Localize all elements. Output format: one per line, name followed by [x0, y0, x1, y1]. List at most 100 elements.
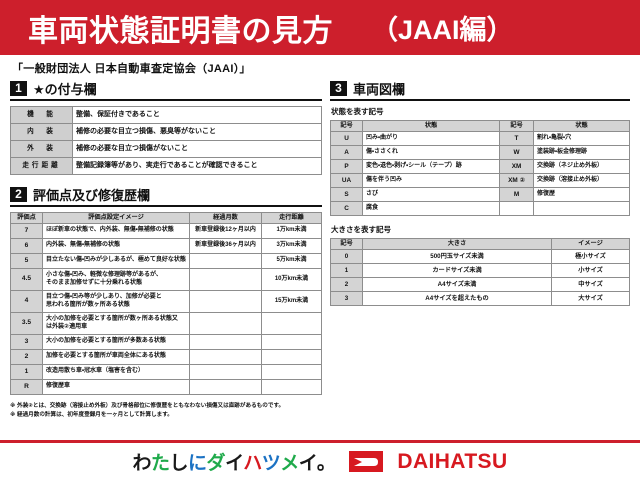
size-col-header: 大きさ: [362, 238, 552, 250]
state-text-right: 交換跡（溶接止め外板）: [533, 173, 630, 188]
symbol-col-header: 記号: [330, 120, 363, 132]
score-col-header: 評価点: [10, 212, 43, 224]
slogan-char: た: [151, 453, 170, 474]
table-row: 2 A4サイズ未満 中サイズ: [330, 277, 630, 292]
score-description: ほぼ新車の状態で、内外装、無傷・無補修の状態: [42, 223, 190, 239]
elapsed-months: [189, 253, 262, 269]
elapsed-months: [189, 379, 262, 395]
state-symbol-left: U: [330, 131, 363, 146]
table-row: 0 500円玉サイズ未満 極小サイズ: [330, 249, 630, 264]
mileage-value: [261, 312, 322, 335]
size-description: カードサイズ未満: [362, 263, 552, 278]
table-row: 5 目立たない傷・凹みが少しあるが、極めて良好な状態 5万km未満: [10, 253, 322, 269]
star-row-label: 機 能: [10, 106, 73, 124]
state-symbols-subhead: 状態を表す記号: [331, 107, 384, 116]
table-row: S さび M 修復歴: [330, 187, 630, 202]
score-value: 3: [10, 334, 43, 350]
score-value: 7: [10, 223, 43, 239]
table-row: R 修復歴車: [10, 379, 322, 395]
elapsed-months: 新車登録後12ヶ月以内: [189, 223, 262, 239]
score-description: 内外装、無傷・無補修の状態: [42, 238, 190, 254]
size-description: 500円玉サイズ未満: [362, 249, 552, 264]
mileage-value: [261, 379, 322, 395]
score-value: 3.5: [10, 312, 43, 335]
section-title-score: 評価点及び修復歴欄: [33, 188, 151, 203]
slogan-char: ハ: [243, 453, 262, 474]
size-col-header: イメージ: [551, 238, 630, 250]
elapsed-months: [189, 334, 262, 350]
score-description: 目立たない傷・凹みが少しあるが、極めて良好な状態: [42, 253, 190, 269]
table-row: 1 カードサイズ未満 小サイズ: [330, 263, 630, 278]
size-image-label: 大サイズ: [551, 291, 630, 306]
size-description: A4サイズ未満: [362, 277, 552, 292]
slogan-char: ダ: [206, 453, 226, 474]
state-text-left: 凹み・曲がり: [362, 131, 500, 146]
size-symbol-table: 記号 大きさ イメージ 0 500円玉サイズ未満 極小サイズ 1 カードサイズ未満 小サイ…: [330, 238, 630, 306]
table-row: 6 内外装、無傷・無補修の状態 新車登録後36ヶ月以内 3万km未満: [10, 238, 322, 254]
state-symbol-body: U 凹み・曲がり T 割れ・亀裂・穴 A 傷・ささくれ W 塗装跡・板金修理跡 P 変色・退色・剥…: [330, 131, 630, 216]
footer: わたしにダイハツメイ。 DAIHATSU: [0, 443, 640, 480]
elapsed-months: [189, 268, 262, 291]
section-title-star: ★の付与欄: [33, 82, 97, 97]
daihatsu-logo-icon: [349, 451, 384, 472]
state-text-right: 修復歴: [533, 187, 630, 202]
size-symbol: 3: [330, 291, 363, 306]
slogan-char: ツ: [261, 453, 281, 474]
mileage-value: 5万km未満: [261, 253, 322, 269]
elapsed-months: [189, 364, 262, 380]
slogan-char: に: [188, 453, 207, 474]
state-text-right: 塗装跡・板金修理跡: [533, 145, 630, 160]
page-subtitle: （JAAI編）: [371, 15, 514, 45]
size-symbol: 0: [330, 249, 363, 264]
document-body: 1 ★の付与欄 機 能 整備、保証付きであること 内 装 補修の必要な目立つ損傷…: [0, 79, 640, 419]
state-text-left: 傷を伴う凹み: [362, 173, 500, 188]
slogan-char: メ: [280, 453, 299, 474]
score-value: R: [10, 379, 43, 395]
state-text-left: 腐食: [362, 201, 500, 216]
table-header-row: 記号 大きさ イメージ: [330, 238, 630, 250]
table-row: 3 大小の加修を必要とする箇所が多数ある状態: [10, 334, 322, 350]
state-symbol-table: 記号 状態 記号 状態 U 凹み・曲がり T 割れ・亀裂・穴 A 傷・ささくれ W 塗装跡・板…: [330, 120, 630, 216]
state-symbol-left: P: [330, 159, 363, 174]
mileage-value: [261, 349, 322, 365]
score-value: 5: [10, 253, 43, 269]
table-row: 3 A4サイズを超えたもの 大サイズ: [330, 291, 630, 306]
state-symbol-right: [499, 201, 534, 216]
slogan-char: し: [169, 453, 189, 474]
score-value: 2: [10, 349, 43, 365]
score-description: 改造用散ち車・冠水車（塩害を含む）: [42, 364, 190, 380]
state-symbol-left: UA: [330, 173, 363, 188]
mileage-value: 1万km未満: [261, 223, 322, 239]
footer-divider: [0, 440, 640, 443]
symbol-col-header: 記号: [499, 120, 534, 132]
section-title-diagram: 車両図欄: [353, 82, 406, 97]
star-row-value: 補修の必要な目立つ損傷、悪臭等がないこと: [72, 123, 322, 141]
symbol-col-header: 状態: [533, 120, 630, 132]
elapsed-months: 新車登録後36ヶ月以内: [189, 238, 262, 254]
symbol-col-header: 状態: [362, 120, 500, 132]
score-col-header: 評価点設定イメージ: [42, 212, 190, 224]
table-row: P 変色・退色・剥げ・シール（テープ）跡 XM 交換跡（ネジ止め外板）: [330, 159, 630, 174]
mileage-value: 10万km未満: [261, 268, 322, 291]
size-symbol: 2: [330, 277, 363, 292]
score-description: 修復歴車: [42, 379, 190, 395]
score-description: 大小の加修を必要とする箇所が数ヶ所ある状態又 は外装②適用車: [42, 312, 190, 335]
mileage-value: 3万km未満: [261, 238, 322, 254]
state-symbol-right: M: [499, 187, 534, 202]
section-heading-diagram: 3 車両図欄: [330, 79, 630, 101]
score-value: 6: [10, 238, 43, 254]
table-row: 外 装 補修の必要な目立つ損傷がないこと: [10, 140, 322, 158]
footnote-line: ※ 外装②とは、交換跡（溶接止め外板）及び骨格部位に修復歴をともなわない損傷又は…: [10, 403, 285, 409]
table-header-row: 評価点 評価点設定イメージ 経過月数 走行距離: [10, 212, 322, 224]
score-description: 大小の加修を必要とする箇所が多数ある状態: [42, 334, 190, 350]
state-text-left: さび: [362, 187, 500, 202]
star-row-value: 整備記録簿等があり、実走行であることが確認できること: [72, 157, 322, 175]
footnote-line: ※ 経過月数の計算は、初年度登録月を一ヶ月として計算します。: [10, 411, 173, 418]
table-row: 3.5 大小の加修を必要とする箇所が数ヶ所ある状態又 は外装②適用車: [10, 312, 322, 335]
state-text-left: 変色・退色・剥げ・シール（テープ）跡: [362, 159, 500, 174]
size-symbol-body: 0 500円玉サイズ未満 極小サイズ 1 カードサイズ未満 小サイズ 2 A4サイズ未満 中サイ…: [330, 249, 630, 306]
score-table-body: 7 ほぼ新車の状態で、内外装、無傷・無補修の状態 新車登録後12ヶ月以内 1万km未満…: [10, 223, 322, 395]
elapsed-months: [189, 312, 262, 335]
brand-slogan: わたしにダイハツメイ。: [132, 448, 335, 475]
state-symbol-left: S: [330, 187, 363, 202]
